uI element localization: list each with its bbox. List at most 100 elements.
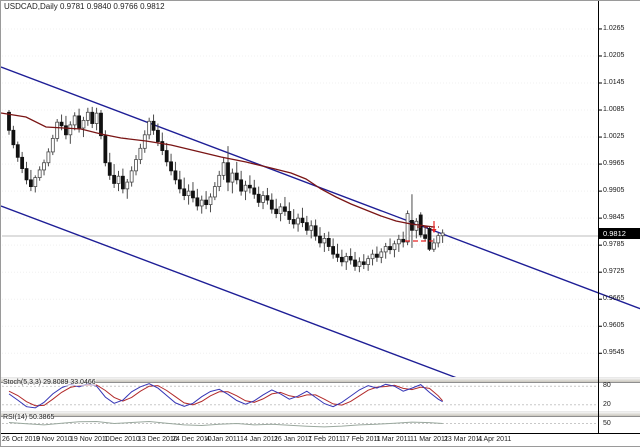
date-axis-label: 26 Jan 2011 [274, 436, 313, 443]
candle-bullish [138, 147, 143, 160]
candle-bearish [99, 112, 103, 137]
candle-bullish [147, 120, 152, 136]
candle-bearish [423, 234, 428, 239]
candle-bearish [151, 120, 156, 131]
price-axis-line [598, 1, 599, 433]
candle-bearish [326, 238, 331, 247]
candle-bearish [182, 188, 187, 197]
candle-bullish [309, 225, 314, 231]
price-axis-label: 0.9725 [603, 268, 625, 276]
candle-bullish [208, 196, 213, 206]
candle-bearish [401, 238, 406, 243]
candle-bullish [230, 172, 235, 183]
trendline-upper [1, 66, 640, 310]
candle-bearish [256, 193, 261, 203]
candle-bullish [344, 256, 349, 263]
candle-bullish [414, 220, 419, 231]
candle-bullish [396, 238, 401, 245]
candle-bearish [339, 256, 344, 263]
date-axis-label: 17 Feb 2011 [342, 436, 381, 443]
candle-bullish [405, 213, 410, 243]
candle-bullish [370, 253, 375, 260]
price-axis-label: 1.0265 [603, 24, 625, 32]
candle-bearish [191, 190, 195, 199]
candle-bearish [427, 228, 432, 250]
candle-bearish [361, 261, 366, 265]
date-axis-label: 26 Oct 2010 [2, 436, 41, 443]
candle-bearish [11, 129, 16, 146]
candle-bearish [64, 125, 68, 136]
candle-bearish [164, 150, 169, 163]
candle-bearish [107, 162, 112, 176]
candle-bearish [59, 121, 64, 127]
date-axis-label: 19 Nov 2010 [70, 436, 110, 443]
candle-bearish [156, 129, 160, 142]
price-axis-label: 1.0025 [603, 133, 625, 141]
candle-bearish [265, 195, 270, 201]
panel-separator-stoch[interactable] [1, 377, 640, 383]
candle-bullish [125, 181, 130, 190]
candle-bearish [169, 161, 173, 172]
candle-bullish [243, 184, 248, 192]
price-axis-label: 0.9605 [603, 322, 625, 330]
candle-bullish [85, 111, 90, 121]
candle-bullish [50, 138, 55, 153]
candle-bearish [204, 199, 209, 206]
date-axis-label: 7 Feb 2011 [308, 436, 343, 443]
stoch-level-label: 80 [603, 382, 611, 390]
date-axis-label: 13 Dec 2010 [138, 436, 178, 443]
date-axis-label: 24 Dec 2010 [172, 436, 212, 443]
price-axis-label: 0.9905 [603, 187, 625, 195]
candle-bullish [261, 195, 265, 203]
candle-bullish [46, 151, 51, 164]
candle-bullish [94, 112, 99, 124]
date-axis-label: 1 Mar 2011 [376, 436, 411, 443]
candle-bearish [103, 135, 108, 164]
candle-bullish [379, 251, 384, 258]
panel-separator-rsi[interactable] [1, 411, 640, 417]
candle-bullish [81, 119, 86, 129]
stoch-level-label: 20 [603, 400, 611, 408]
candle-bullish [129, 170, 134, 183]
candle-bearish [410, 219, 414, 231]
candle-bearish [247, 184, 252, 189]
candle-bearish [300, 217, 305, 224]
candle-bullish [42, 162, 46, 171]
rsi-label: RSI(14) 50.3865 [3, 414, 55, 421]
candle-bullish [278, 206, 283, 215]
rsi-level-label: 50 [603, 419, 611, 427]
date-axis-label: 9 Nov 2010 [36, 436, 72, 443]
candle-bearish [304, 222, 309, 231]
price-axis-label: 1.0145 [603, 79, 625, 86]
candle-bearish [20, 156, 25, 169]
candle-bearish [7, 111, 11, 131]
candle-bearish [239, 179, 244, 192]
candle-bearish [335, 253, 340, 258]
candle-bullish [436, 235, 441, 244]
candle-bearish [252, 187, 257, 195]
candle-bearish [112, 174, 117, 184]
candle-bullish [37, 169, 42, 178]
price-axis-label: 1.0085 [603, 106, 625, 114]
candle-bearish [283, 206, 287, 212]
date-axis-label: 4 Apr 2011 [478, 436, 512, 443]
trendline-lower [1, 205, 458, 379]
candle-bearish [269, 199, 274, 210]
candle-bullish [383, 246, 388, 253]
candle-bullish [217, 174, 222, 188]
candle-bearish [173, 170, 178, 181]
candle-bullish [186, 190, 191, 197]
date-axis-label: 11 Mar 2011 [410, 436, 449, 443]
price-axis-label: 0.9965 [603, 160, 625, 168]
current-price-box: 0.9812 [599, 228, 640, 239]
price-axis-label: 0.9665 [603, 295, 625, 303]
candle-bullish [33, 177, 38, 188]
candle-bullish [366, 258, 371, 265]
date-axis-label: 14 Jan 2011 [240, 436, 279, 443]
candle-bearish [177, 179, 182, 190]
candle-bullish [431, 242, 436, 250]
candle-bearish [28, 179, 33, 188]
candle-bullish [296, 217, 300, 225]
